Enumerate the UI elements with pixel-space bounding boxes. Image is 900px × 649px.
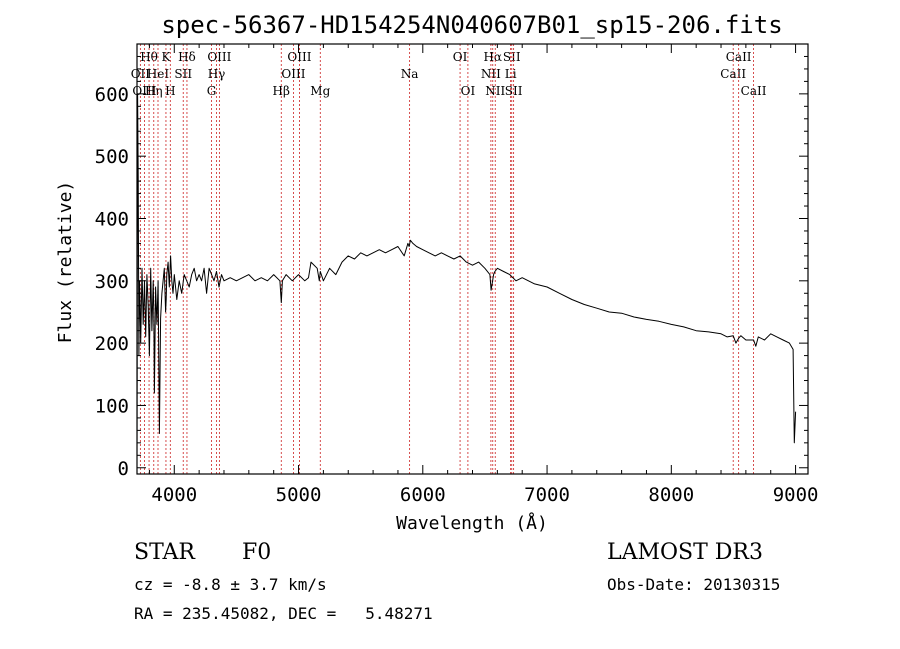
x-tick-label: 6000: [400, 484, 446, 506]
plot-frame: [136, 43, 809, 475]
x-axis-label: Wavelength (Å): [396, 512, 548, 534]
line-marker-label: NII: [485, 84, 505, 98]
line-marker-label: H: [165, 84, 175, 98]
x-tick-label: 4000: [151, 484, 197, 506]
line-marker-label: CaII: [741, 84, 767, 98]
line-marker-label: G: [207, 84, 217, 98]
y-tick-label: 200: [95, 333, 129, 355]
line-marker-label: OI: [461, 84, 476, 98]
x-tick-label: 8000: [648, 484, 694, 506]
y-tick-label: 0: [118, 458, 129, 480]
line-marker-label: Na: [401, 67, 419, 81]
redshift-text: cz = -8.8 ± 3.7 km/s: [134, 575, 327, 594]
y-tick-label: 100: [95, 395, 129, 417]
spectrum-chart: spec-56367-HD154254N040607B01_sp15-206.f…: [55, 11, 819, 534]
line-marker-label: OIII: [207, 50, 231, 64]
line-marker-label: CaII: [726, 50, 752, 64]
y-tick-label: 300: [95, 271, 129, 293]
line-marker-label: NII: [481, 67, 501, 81]
line-marker-label: Hδ: [178, 50, 196, 64]
line-marker-label: OIII: [287, 50, 311, 64]
line-marker-label: SII: [503, 50, 521, 64]
line-marker-label: K: [161, 50, 171, 64]
x-tick-label: 9000: [773, 484, 819, 506]
y-tick-label: 600: [95, 84, 129, 106]
axis-ticks: 4000 5000 6000 7000 8000 9000 0 100 200 300 400 500…: [95, 44, 819, 506]
line-marker-label: OII: [131, 67, 151, 81]
line-marker-label: OIII: [281, 67, 305, 81]
chart-title: spec-56367-HD154254N040607B01_sp15-206.f…: [161, 11, 782, 39]
x-tick-label: 5000: [276, 484, 322, 506]
line-marker-label: SII: [505, 84, 523, 98]
line-markers: OII OIII Hθ Hη HeI K H SII Hδ G Hγ OIII Hβ OIII OIII Mg…: [131, 44, 767, 474]
class-label: STAR: [134, 540, 195, 565]
line-marker-label: HeI: [147, 67, 170, 81]
line-marker-label: CaII: [720, 67, 746, 81]
x-tick-label: 7000: [524, 484, 570, 506]
flux-series: [136, 93, 797, 462]
line-marker-label: OI: [453, 50, 468, 64]
y-axis-label: Flux (relative): [55, 181, 76, 344]
y-tick-label: 400: [95, 208, 129, 230]
line-marker-label: Hθ: [140, 50, 158, 64]
line-marker-label: OIII: [132, 84, 156, 98]
line-marker-label: Mg: [310, 84, 330, 98]
flux-line: [136, 93, 797, 462]
line-marker-label: Hη: [145, 84, 163, 98]
line-marker-label: SII: [174, 67, 192, 81]
coordinates-text: RA = 235.45082, DEC = 5.48271: [134, 604, 433, 623]
line-marker-label: Li: [505, 67, 517, 81]
y-tick-label: 500: [95, 146, 129, 168]
line-marker-label: Hγ: [208, 67, 226, 81]
obs-date-text: Obs-Date: 20130315: [607, 575, 781, 594]
survey-label: LAMOST DR3: [607, 540, 763, 565]
subclass-label: F0: [242, 540, 272, 565]
line-marker-label: Hα: [483, 50, 502, 64]
line-marker-label: Hβ: [273, 84, 290, 98]
